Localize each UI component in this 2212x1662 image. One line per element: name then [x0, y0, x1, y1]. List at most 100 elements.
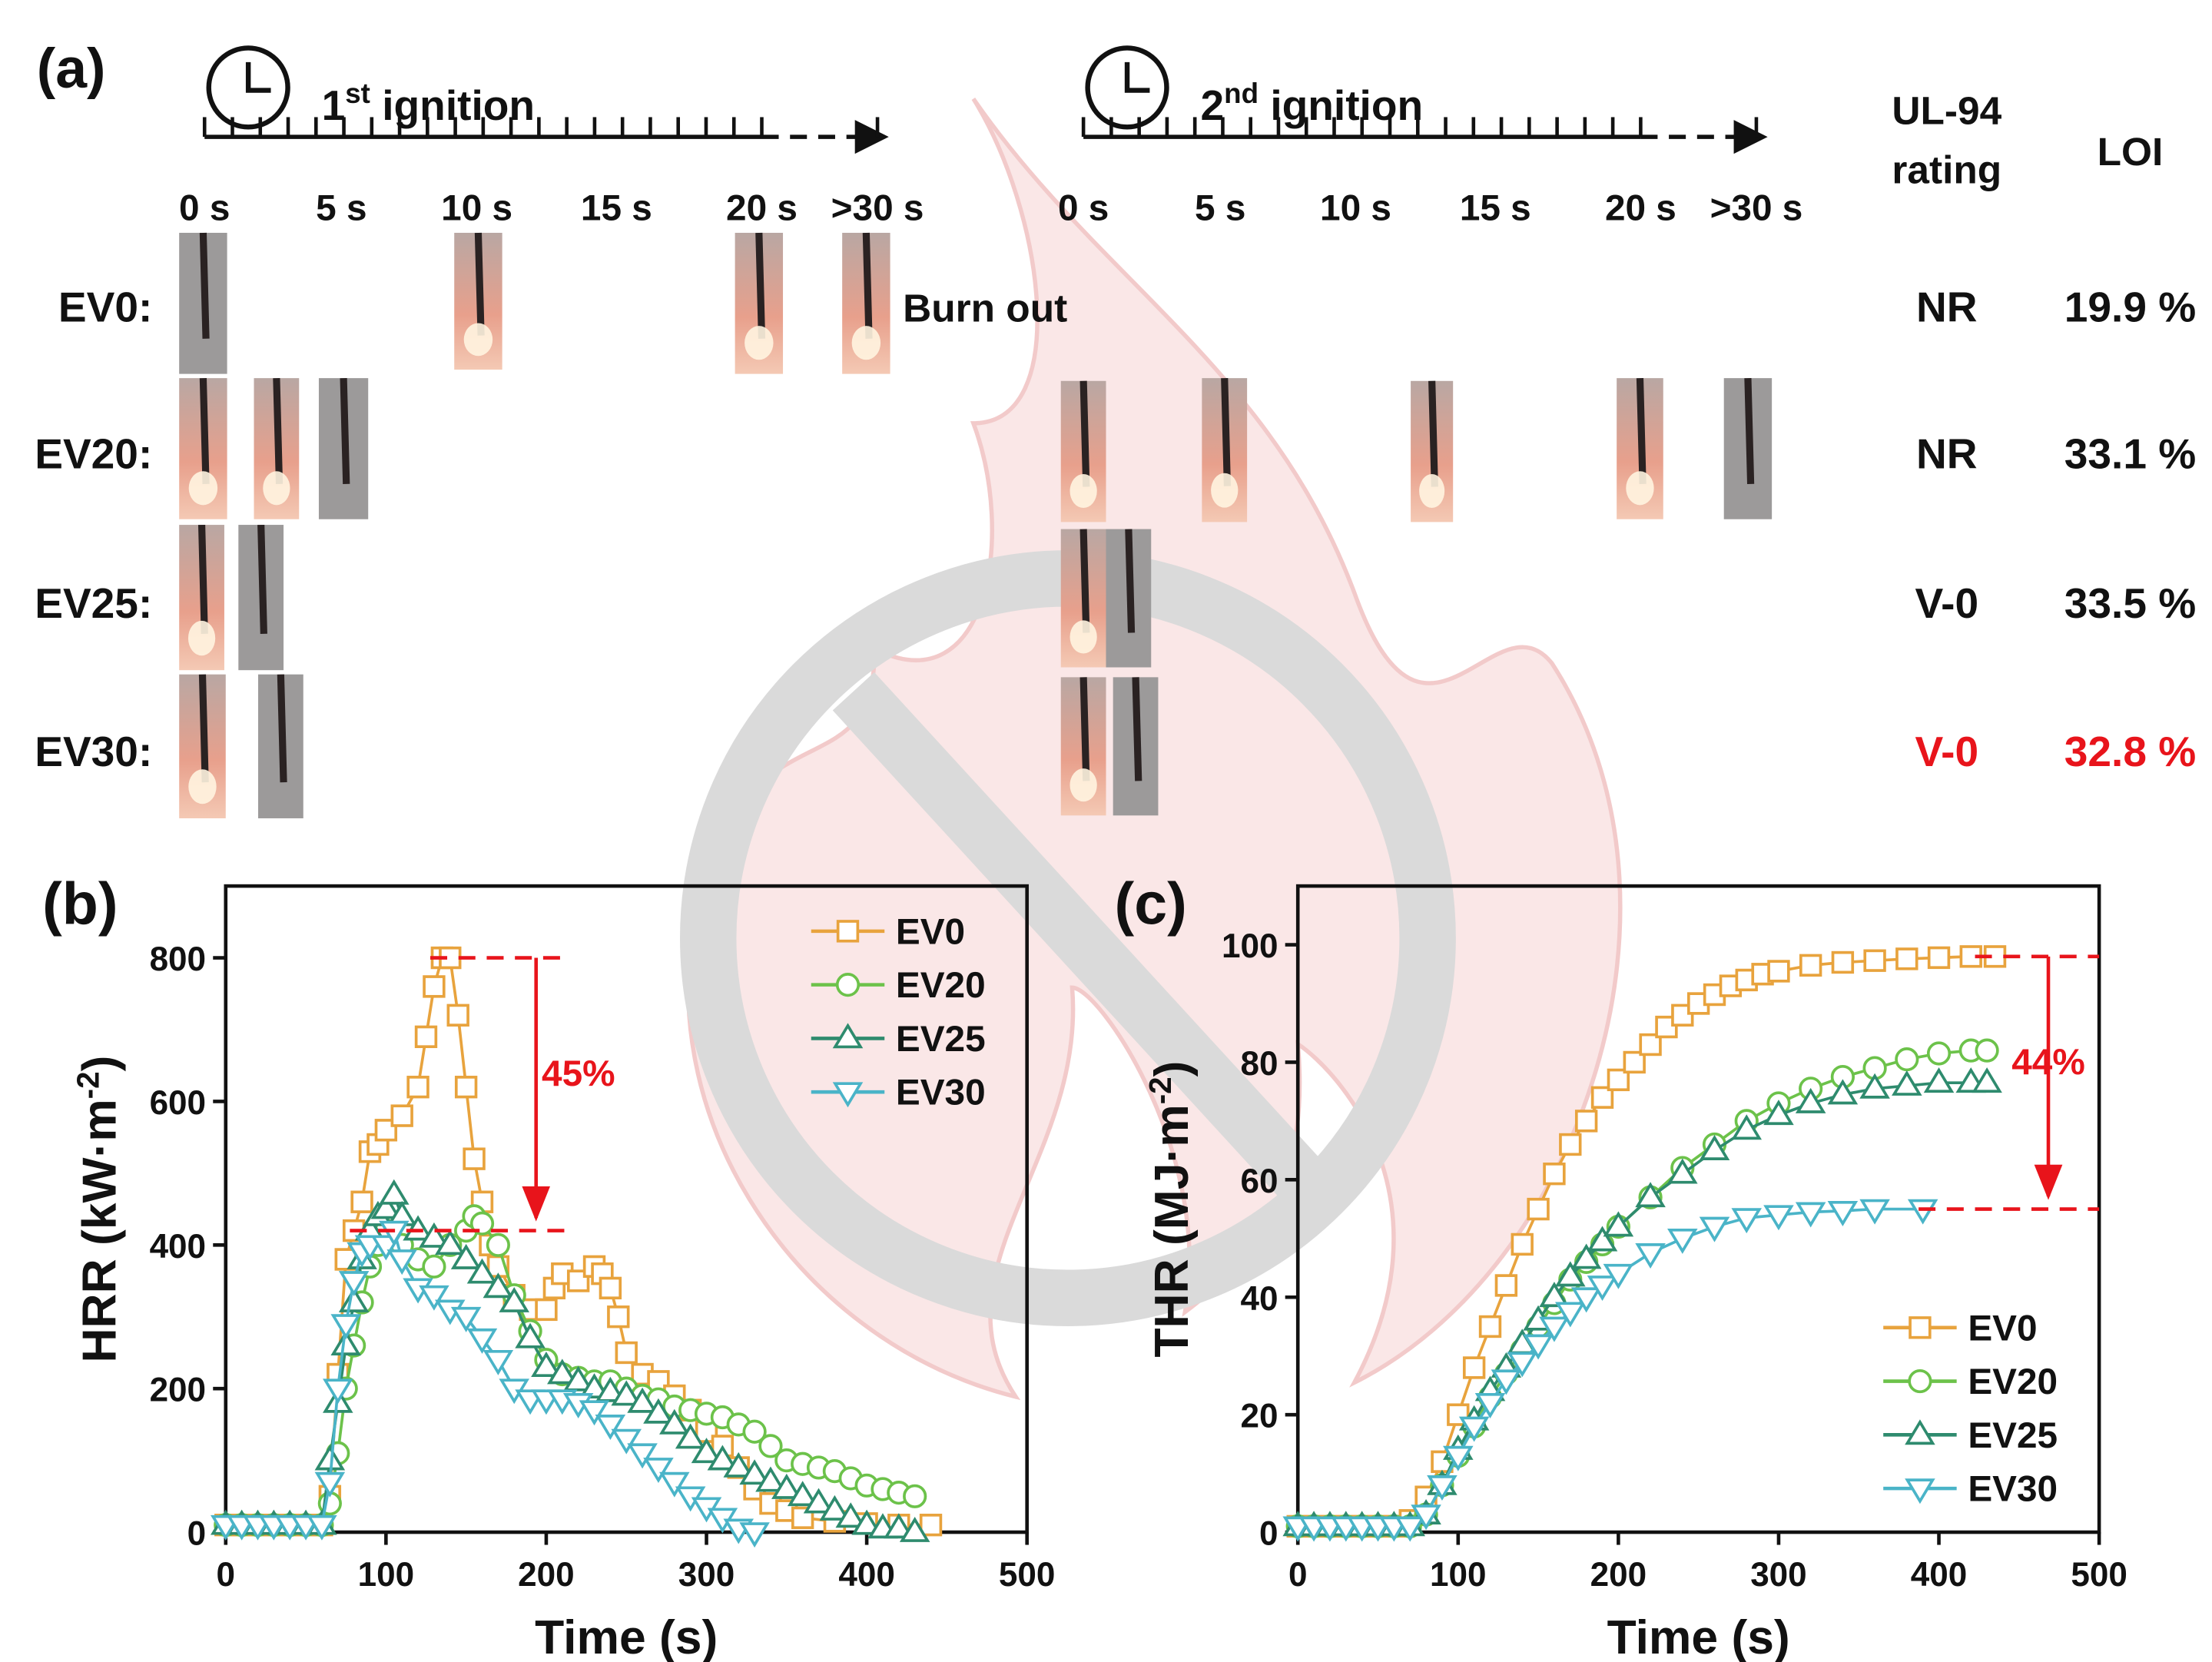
sample-wire [862, 232, 873, 339]
marker [483, 1272, 514, 1299]
marker [463, 1147, 486, 1170]
loi-value: 19.9 % [2064, 284, 2196, 331]
y-axis-label: THR (MJ·m-2) [1142, 1061, 1199, 1358]
marker [450, 1306, 482, 1332]
marker [1555, 1261, 1586, 1287]
legend-marker [832, 1082, 864, 1108]
sample-wire [1428, 380, 1438, 487]
panel-label: (b) [42, 871, 118, 937]
flame [187, 620, 216, 656]
marker [919, 1514, 943, 1537]
marker [390, 1104, 413, 1127]
y-axis-label-main: THR (MJ·m [1145, 1104, 1199, 1357]
marker [338, 1286, 370, 1312]
sample-wire [198, 674, 209, 783]
ul94-rating: NR [1916, 284, 1978, 331]
marker [1799, 954, 1822, 977]
y-tick-label: 100 [1222, 927, 1278, 965]
marker [1827, 1079, 1859, 1105]
marker [803, 1488, 834, 1514]
loi-value: 32.8 % [2064, 728, 2196, 775]
legend-marker [1905, 1419, 1935, 1445]
marker [466, 1328, 498, 1354]
marker [1926, 1041, 1952, 1066]
sample-wire [755, 232, 766, 339]
marker [1972, 1067, 2002, 1093]
timeline-tick-label: 10 s [1320, 187, 1391, 228]
timeline-tick-label: >30 s [1710, 187, 1803, 228]
y-tick-label: 20 [1241, 1398, 1278, 1435]
sample-wire [1744, 377, 1755, 484]
marker [1603, 1211, 1634, 1237]
y-tick-label: 80 [1241, 1045, 1278, 1083]
marker [1831, 950, 1855, 974]
marker [486, 1232, 510, 1257]
flame [1070, 620, 1097, 654]
marker [499, 1286, 529, 1312]
marker [643, 1398, 674, 1424]
marker [330, 1314, 361, 1340]
marker [1539, 1316, 1570, 1342]
y-axis-label-end: ) [1145, 1061, 1199, 1077]
x-tick-label: 200 [518, 1556, 575, 1594]
sample-wire [273, 377, 284, 484]
marker [1491, 1369, 1522, 1395]
marker [1587, 1276, 1618, 1302]
x-tick-label: 0 [1288, 1556, 1308, 1594]
sample-wire [474, 232, 485, 336]
marker [607, 1305, 630, 1329]
marker [531, 1352, 562, 1377]
legend-label: EV20 [896, 965, 986, 1006]
legend-marker [832, 1023, 864, 1049]
y-tick-label: 40 [1241, 1280, 1278, 1318]
marker [1607, 1068, 1630, 1092]
marker [691, 1438, 722, 1464]
marker [1574, 1110, 1598, 1133]
legend-label: EV0 [896, 911, 965, 952]
chart: 0 100 200 300 400 500 0 200 400 600 800 Time (s) HRR… [42, 871, 1055, 1662]
marker [535, 1298, 558, 1322]
legend-label: EV20 [1968, 1362, 2058, 1402]
legend-marker [835, 973, 861, 997]
marker [1827, 1201, 1859, 1226]
ignition-title: 1st ignition [322, 78, 535, 129]
marker [1527, 1197, 1550, 1221]
flame [1419, 473, 1445, 509]
timeline-tick-label: 0 s [179, 187, 230, 228]
sample-wire [1132, 677, 1142, 781]
loi-value: 33.5 % [2064, 579, 2196, 627]
sample-wire [1079, 380, 1090, 487]
ignition-ordinal: 2 [1201, 81, 1225, 129]
marker [1523, 1334, 1554, 1360]
chart: 0 100 200 300 400 500 0 20 40 60 80 100 Time (s) THR … [1115, 871, 2127, 1662]
timeline-tick-label: 10 s [441, 187, 512, 228]
flame [263, 471, 290, 506]
flame [1211, 473, 1239, 508]
flame [188, 471, 218, 506]
reduction-label: 45% [542, 1053, 615, 1094]
ignition-text: ignition [370, 81, 535, 129]
flame [1070, 768, 1097, 802]
y-axis-label: HRR (kW·m-2) [71, 1056, 127, 1363]
marker [1539, 1282, 1570, 1308]
marker [595, 1376, 626, 1402]
clock-hands [1124, 61, 1150, 93]
legend-marker [1905, 1478, 1935, 1504]
flame [463, 323, 493, 357]
marker [1603, 1263, 1634, 1289]
marker [611, 1380, 642, 1406]
marker [483, 1349, 514, 1375]
marker [787, 1481, 818, 1507]
y-tick-label: 600 [150, 1084, 207, 1122]
marker [1395, 1516, 1425, 1542]
marker [1767, 960, 1790, 983]
legend-marker [836, 920, 860, 943]
y-axis-label-end: ) [73, 1056, 127, 1072]
marker [515, 1322, 546, 1349]
marker [739, 1522, 770, 1548]
marker [1907, 1199, 1938, 1225]
marker [611, 1428, 642, 1455]
marker [707, 1445, 738, 1471]
flame [188, 769, 217, 804]
marker [1462, 1356, 1486, 1379]
